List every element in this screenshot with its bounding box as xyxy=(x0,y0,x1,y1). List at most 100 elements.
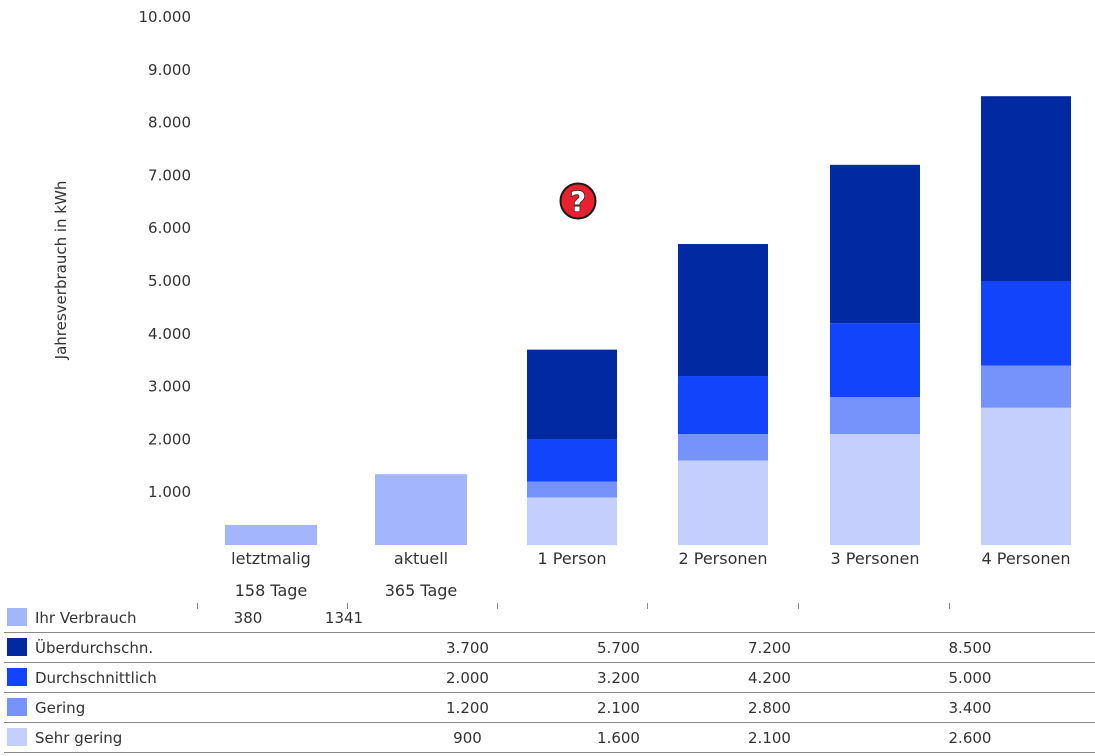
x-tick-label: 3 Personen xyxy=(830,549,919,568)
table-cell xyxy=(200,722,296,753)
bar-segment-gering xyxy=(981,365,1071,408)
table-cell: 2.000 xyxy=(392,662,543,693)
table-cell: 380 xyxy=(200,603,296,633)
column-separator xyxy=(798,603,799,609)
bar-segment-durchschnittlich xyxy=(830,323,920,398)
table-row: Überdurchschn. 3.700 5.700 7.200 8.500 xyxy=(4,632,1095,663)
table-cell: 2.100 xyxy=(543,692,694,723)
bar-segment--berdurchschn- xyxy=(527,349,617,440)
table-cell xyxy=(200,692,296,723)
table-cell xyxy=(296,692,392,723)
question-mark-symbol: ? xyxy=(570,185,586,218)
bar-segment--berdurchschn- xyxy=(981,96,1071,281)
table-cell: 3.400 xyxy=(845,692,1095,723)
bar-segment-durchschnittlich xyxy=(981,281,1071,366)
table-row: Gering 1.200 2.100 2.800 3.400 xyxy=(4,692,1095,723)
x-axis: letztmalig 158 Tage aktuell 365 Tage 1 Perso… xyxy=(231,549,1070,600)
x-tick-label: aktuell xyxy=(394,549,448,568)
bar-segment-sehr-gering xyxy=(527,497,617,545)
table-cell xyxy=(200,662,296,693)
table-cell: 1.600 xyxy=(543,722,694,753)
table-cell: 1341 xyxy=(296,603,392,633)
y-axis-label: Jahresverbrauch in kWh xyxy=(52,181,70,361)
legend-swatch xyxy=(7,608,27,626)
legend-label: Sehr gering xyxy=(35,729,123,747)
bar-segment--berdurchschn- xyxy=(830,164,920,324)
y-tick-label: 8.000 xyxy=(148,114,191,132)
table-cell xyxy=(296,722,392,753)
x-tick-label: 4 Personen xyxy=(981,549,1070,568)
bar-segment-durchschnittlich xyxy=(527,439,617,482)
x-tick-label: 2 Personen xyxy=(678,549,767,568)
bar-segment-sehr-gering xyxy=(981,407,1071,545)
table-cell xyxy=(543,603,694,633)
table-cell xyxy=(392,603,543,633)
table-row: Ihr Verbrauch 380 1341 xyxy=(4,603,1095,633)
bar-ihr-verbrauch xyxy=(225,524,317,545)
table-cell: 5.000 xyxy=(845,662,1095,693)
bars xyxy=(225,96,1071,545)
question-mark-icon[interactable]: ? xyxy=(559,182,597,220)
table-cell: 2.100 xyxy=(694,722,845,753)
x-tick-label: 1 Person xyxy=(537,549,606,568)
table-cell: 3.700 xyxy=(392,632,543,663)
column-separator xyxy=(497,603,498,609)
bar-segment--berdurchschn- xyxy=(678,244,768,377)
legend-entry: Sehr gering xyxy=(4,722,200,753)
bar-segment-gering xyxy=(830,397,920,435)
y-tick-label: 2.000 xyxy=(148,430,191,448)
bar-ihr-verbrauch xyxy=(375,474,467,545)
legend-entry: Gering xyxy=(4,692,200,723)
legend-swatch xyxy=(7,638,27,656)
column-separator xyxy=(949,603,950,609)
x-tick-sublabel: 158 Tage xyxy=(235,581,308,600)
table-cell: 2.800 xyxy=(694,692,845,723)
table-cell xyxy=(296,632,392,663)
y-tick-label: 7.000 xyxy=(148,166,191,184)
y-axis: 1.000 2.000 3.000 4.000 5.000 6.000 7.000 8.000… xyxy=(139,8,192,501)
table-cell xyxy=(845,603,1095,633)
stacked-bar-chart: 1.000 2.000 3.000 4.000 5.000 6.000 7.000 8.000… xyxy=(52,8,1071,600)
table-row: Sehr gering 900 1.600 2.100 2.600 xyxy=(4,722,1095,753)
legend-table: Ihr Verbrauch 380 1341 Überdurchschn. 3.700 5… xyxy=(4,603,1095,753)
legend-label: Überdurchschn. xyxy=(35,639,154,657)
table-cell: 4.200 xyxy=(694,662,845,693)
y-tick-label: 3.000 xyxy=(148,378,191,396)
bar-segment-gering xyxy=(678,434,768,461)
column-separator xyxy=(347,603,348,609)
y-tick-label: 5.000 xyxy=(148,272,191,290)
y-tick-label: 4.000 xyxy=(148,325,191,343)
bar-segment-sehr-gering xyxy=(830,434,920,545)
table-cell: 7.200 xyxy=(694,632,845,663)
legend-entry: Überdurchschn. xyxy=(4,632,200,663)
legend-label: Ihr Verbrauch xyxy=(35,609,137,627)
table-cell xyxy=(694,603,845,633)
bar-segment-sehr-gering xyxy=(678,460,768,545)
x-tick-label: letztmalig xyxy=(231,549,311,568)
legend-label: Durchschnittlich xyxy=(35,669,157,687)
table-cell: 900 xyxy=(392,722,543,753)
table-cell: 1.200 xyxy=(392,692,543,723)
legend-swatch xyxy=(7,728,27,746)
x-tick-sublabel: 365 Tage xyxy=(385,581,458,600)
bar-segment-durchschnittlich xyxy=(678,376,768,435)
table-cell: 3.200 xyxy=(543,662,694,693)
table-cell: 8.500 xyxy=(845,632,1095,663)
table-cell: 5.700 xyxy=(543,632,694,663)
y-tick-label: 1.000 xyxy=(148,483,191,501)
column-separator xyxy=(647,603,648,609)
legend-entry: Ihr Verbrauch xyxy=(4,603,200,633)
table-cell xyxy=(200,632,296,663)
y-tick-label: 10.000 xyxy=(139,8,192,26)
bar-segment-gering xyxy=(527,481,617,498)
y-tick-label: 9.000 xyxy=(148,61,191,79)
legend-swatch xyxy=(7,668,27,686)
legend-swatch xyxy=(7,698,27,716)
table-cell xyxy=(296,662,392,693)
legend-label: Gering xyxy=(35,699,86,717)
column-separator xyxy=(197,603,198,609)
y-tick-label: 6.000 xyxy=(148,219,191,237)
table-cell: 2.600 xyxy=(845,722,1095,753)
table-row: Durchschnittlich 2.000 3.200 4.200 5.000 xyxy=(4,662,1095,693)
legend-entry: Durchschnittlich xyxy=(4,662,200,693)
